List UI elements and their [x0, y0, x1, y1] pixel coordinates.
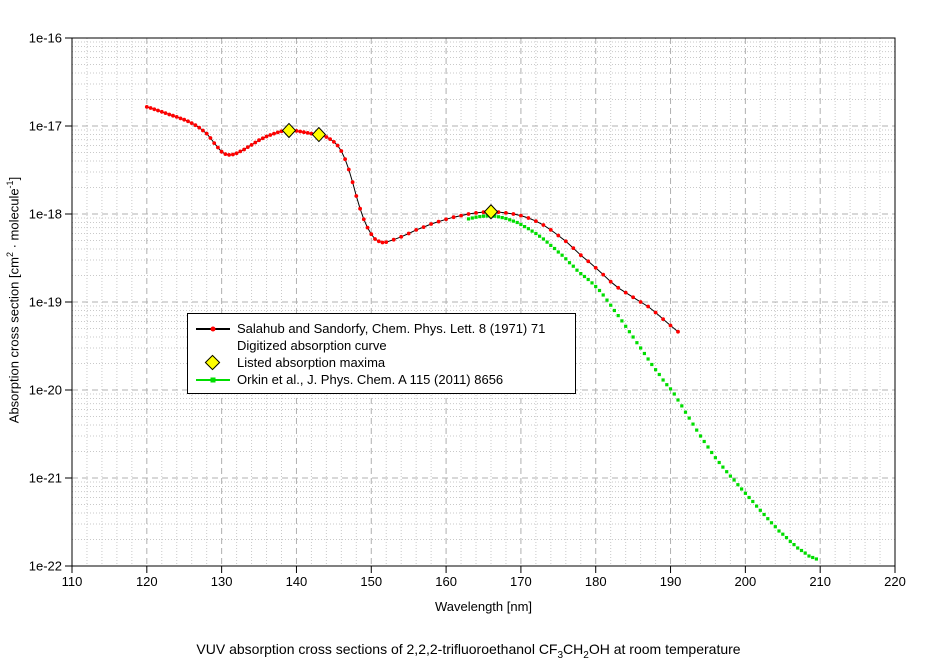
x-tick-label: 130	[211, 574, 233, 589]
legend-label: Digitized absorption curve	[237, 338, 387, 353]
x-tick-label: 120	[136, 574, 158, 589]
y-tick-label: 1e-16	[29, 31, 62, 46]
y-tick-label: 1e-21	[29, 471, 62, 486]
red-dot-icon	[210, 326, 215, 331]
x-tick-label: 110	[62, 574, 83, 589]
caption-sub: 2	[583, 649, 589, 661]
caption-text: VUV absorption cross sections of 2,2,2-t…	[196, 641, 558, 657]
series-maxima	[281, 122, 499, 220]
x-axis-tick-labels: 110 120 130 140 150 160 170 180 190 200 210 220	[62, 574, 906, 589]
legend-row-digitized: Digitized absorption curve	[188, 337, 575, 354]
legend-label: Orkin et al., J. Phys. Chem. A 115 (2011…	[237, 372, 504, 387]
legend: Salahub and Sandorfy, Chem. Phys. Lett. …	[187, 313, 576, 394]
series-salahub	[144, 105, 680, 334]
legend-line-dot-icon	[188, 326, 237, 331]
x-tick-label: 220	[884, 574, 906, 589]
legend-diamond-icon	[188, 354, 237, 371]
x-axis-ticks	[71, 566, 896, 573]
caption-sub: 3	[557, 649, 564, 661]
x-tick-label: 160	[435, 574, 457, 589]
legend-green-line	[195, 377, 230, 382]
x-tick-label: 200	[735, 574, 757, 589]
y-tick-label: 1e-19	[29, 295, 62, 310]
x-tick-label: 150	[360, 574, 382, 589]
legend-black-line	[195, 326, 230, 331]
legend-row-orkin: Orkin et al., J. Phys. Chem. A 115 (2011…	[188, 371, 575, 388]
y-axis-title-sup: -1	[5, 180, 15, 189]
y-tick-label: 1e-18	[29, 207, 62, 222]
y-axis-tick-labels: 1e-16 1e-17 1e-18 1e-19 1e-20 1e-21 1e-22	[29, 31, 62, 574]
x-tick-label: 190	[660, 574, 682, 589]
y-tick-label: 1e-17	[29, 119, 62, 134]
legend-label: Salahub and Sandorfy, Chem. Phys. Lett. …	[237, 321, 546, 336]
legend-line-square-icon	[188, 377, 237, 382]
legend-label: Listed absorption maxima	[237, 355, 386, 370]
legend-row-maxima: Listed absorption maxima	[188, 354, 575, 371]
figure-caption: VUV absorption cross sections of 2,2,2-t…	[0, 641, 937, 661]
series-orkin	[466, 214, 818, 561]
x-axis-title: Wavelength [nm]	[434, 599, 533, 614]
caption-text: CH	[563, 641, 584, 657]
yellow-diamond-icon	[204, 354, 221, 371]
x-tick-label: 170	[510, 574, 532, 589]
legend-row-salahub: Salahub and Sandorfy, Chem. Phys. Lett. …	[188, 320, 575, 337]
plot-area: 110 120 130 140 150 160 170 180 190 200 210 220 1e-1…	[29, 31, 906, 590]
y-axis-title-text: Absorption cross section [cm	[6, 257, 22, 424]
caption-text: OH at room temperature	[588, 641, 741, 657]
y-axis-title: Absorption cross section [cm2 · molecule…	[5, 140, 21, 460]
y-axis-ticks	[65, 37, 72, 567]
x-tick-label: 180	[585, 574, 607, 589]
x-tick-label: 140	[286, 574, 308, 589]
green-square-icon	[210, 377, 215, 382]
y-tick-label: 1e-22	[29, 559, 62, 574]
y-tick-label: 1e-20	[29, 383, 62, 398]
y-axis-title-text: · molecule	[6, 188, 22, 253]
y-axis-title-sup: 2	[5, 252, 15, 258]
x-tick-label: 210	[809, 574, 831, 589]
y-axis-title-text: ]	[6, 176, 22, 181]
